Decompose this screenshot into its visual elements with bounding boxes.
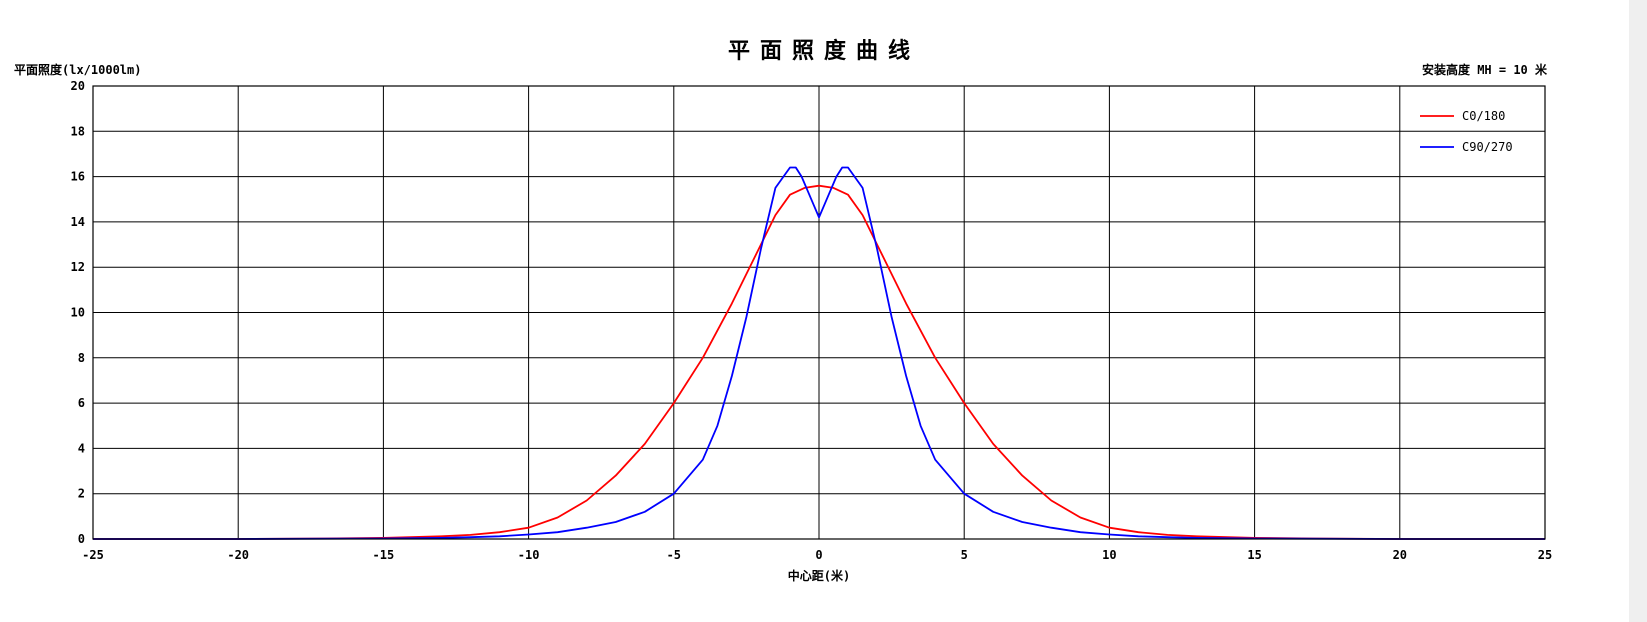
y-tick-label: 0	[78, 532, 85, 546]
x-tick-label: 10	[1102, 548, 1116, 562]
y-axis-title: 平面照度(lx/1000lm)	[14, 62, 141, 77]
x-tick-label: -10	[518, 548, 540, 562]
mounting-height-annotation: 安装高度 MH = 10 米	[1422, 62, 1548, 77]
y-tick-label: 16	[71, 170, 85, 184]
y-tick-label: 20	[71, 79, 85, 93]
y-tick-label: 18	[71, 124, 85, 138]
y-tick-label: 14	[71, 215, 85, 229]
legend-label: C90/270	[1462, 140, 1513, 154]
y-tick-label: 12	[71, 260, 85, 274]
x-tick-label: 25	[1538, 548, 1552, 562]
chart-title: 平面照度曲线	[728, 38, 920, 64]
window-edge-band	[1629, 0, 1647, 622]
x-tick-label: -15	[373, 548, 395, 562]
y-tick-label: 8	[78, 351, 85, 365]
y-tick-label: 4	[78, 441, 85, 455]
series-line-c0-180	[93, 184, 1545, 540]
x-tick-label: -20	[227, 548, 249, 562]
x-tick-label: -5	[667, 548, 681, 562]
tick-labels: -25 -20 -15 -10 -5 0 5 10 15 20 25 0 2 4 6 8 10 12 14 16 18 2…	[71, 79, 1553, 562]
x-tick-label: 0	[815, 548, 822, 562]
x-tick-label: 5	[961, 548, 968, 562]
grid	[92, 85, 1546, 540]
y-tick-label: 2	[78, 487, 85, 501]
plot-frame	[92, 85, 1546, 540]
legend-label: C0/180	[1462, 109, 1505, 123]
y-tick-label: 10	[71, 306, 85, 320]
y-tick-label: 6	[78, 396, 85, 410]
legend: C0/180 C90/270	[1420, 109, 1513, 154]
x-tick-label: 20	[1393, 548, 1407, 562]
series-lines	[93, 166, 1545, 540]
x-axis-title: 中心距(米)	[788, 568, 850, 583]
series-line-c90-270	[93, 166, 1545, 540]
x-tick-label: -25	[82, 548, 104, 562]
x-tick-label: 15	[1247, 548, 1261, 562]
